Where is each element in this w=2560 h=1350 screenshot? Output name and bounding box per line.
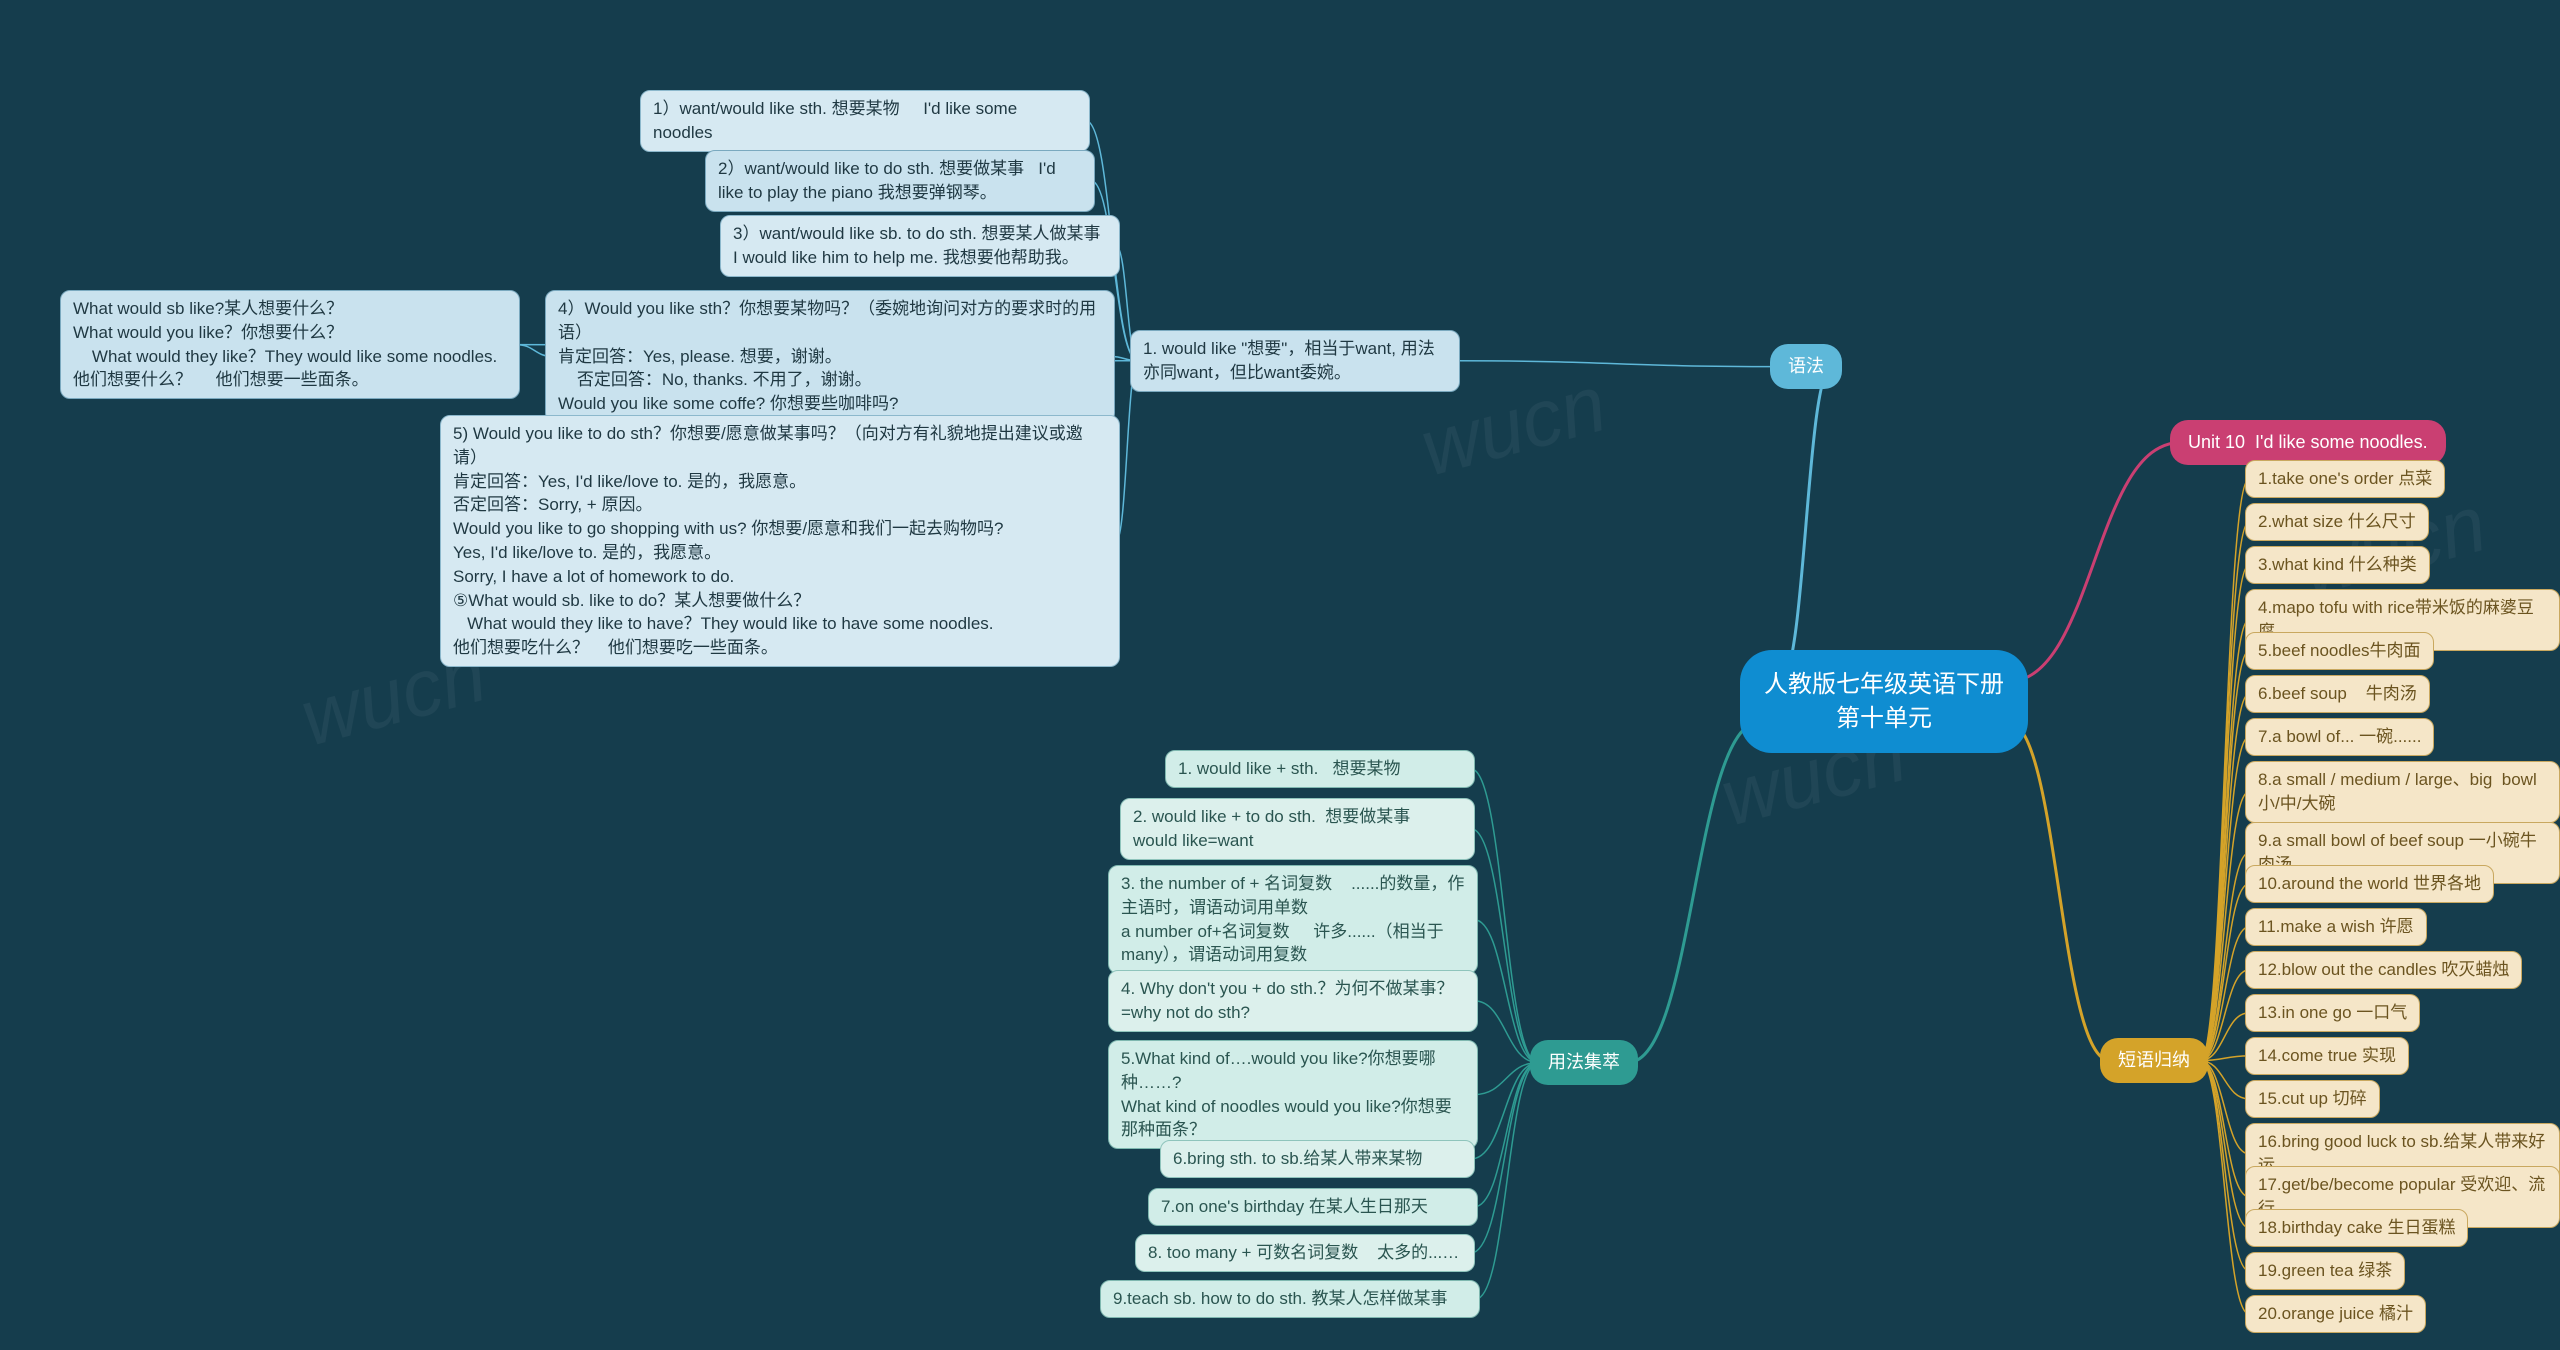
phrase-item: 7.a bowl of... 一碗...... — [2245, 718, 2434, 756]
usage-item: 8. too many + 可数名词复数 太多的...… — [1135, 1234, 1475, 1272]
usage-item: 4. Why don't you + do sth.？为何不做某事？ =why … — [1108, 970, 1478, 1032]
phrase-item: 12.blow out the candles 吹灭蜡烛 — [2245, 951, 2522, 989]
phrase-item: 13.in one go 一口气 — [2245, 994, 2420, 1032]
phrase-item: 19.green tea 绿茶 — [2245, 1252, 2405, 1290]
usage-item: 7.on one's birthday 在某人生日那天 — [1148, 1188, 1478, 1226]
grammar-item: 1）want/would like sth. 想要某物 I'd like som… — [640, 90, 1090, 152]
usage-item: 1. would like + sth. 想要某物 — [1165, 750, 1475, 788]
grammar-item: 3）want/would like sb. to do sth. 想要某人做某事… — [720, 215, 1120, 277]
phrase-item: 18.birthday cake 生日蛋糕 — [2245, 1209, 2468, 1247]
phrase-item: 15.cut up 切碎 — [2245, 1080, 2380, 1118]
phrase-item: 10.around the world 世界各地 — [2245, 865, 2494, 903]
usage-item: 6.bring sth. to sb.给某人带来某物 — [1160, 1140, 1475, 1178]
branch-usage: 用法集萃 — [1530, 1040, 1638, 1085]
phrase-item: 20.orange juice 橘汁 — [2245, 1295, 2426, 1333]
branch-phrases: 短语归纳 — [2100, 1038, 2208, 1083]
grammar-item: 5) Would you like to do sth？你想要/愿意做某事吗？（… — [440, 415, 1120, 667]
usage-item: 2. would like + to do sth. 想要做某事 would l… — [1120, 798, 1475, 860]
grammar-item: 4）Would you like sth？你想要某物吗？（委婉地询问对方的要求时… — [545, 290, 1115, 423]
phrase-item: 2.what size 什么尺寸 — [2245, 503, 2429, 541]
phrase-item: 1.take one's order 点菜 — [2245, 460, 2445, 498]
phrase-item: 14.come true 实现 — [2245, 1037, 2409, 1075]
branch-unit: Unit 10 I'd like some noodles. — [2170, 420, 2446, 465]
usage-item: 9.teach sb. how to do sth. 教某人怎样做某事 — [1100, 1280, 1480, 1318]
branch-grammar: 语法 — [1770, 344, 1842, 389]
phrase-item: 6.beef soup 牛肉汤 — [2245, 675, 2430, 713]
grammar-item: 2）want/would like to do sth. 想要做某事 I'd l… — [705, 150, 1095, 212]
phrase-item: 11.make a wish 许愿 — [2245, 908, 2427, 946]
usage-item: 3. the number of + 名词复数 ......的数量，作主语时，谓… — [1108, 865, 1478, 974]
usage-item: 5.What kind of….would you like?你想要哪种……? … — [1108, 1040, 1478, 1149]
grammar-item: What would sb like?某人想要什么？ What would yo… — [60, 290, 520, 399]
phrase-item: 5.beef noodles牛肉面 — [2245, 632, 2434, 670]
center-node: 人教版七年级英语下册 第十单元 — [1740, 650, 2028, 753]
grammar-main-node: 1. would like "想要"，相当于want, 用法亦同want，但比w… — [1130, 330, 1460, 392]
phrase-item: 8.a small / medium / large、big bowl 小/中/… — [2245, 761, 2560, 823]
phrase-item: 3.what kind 什么种类 — [2245, 546, 2430, 584]
